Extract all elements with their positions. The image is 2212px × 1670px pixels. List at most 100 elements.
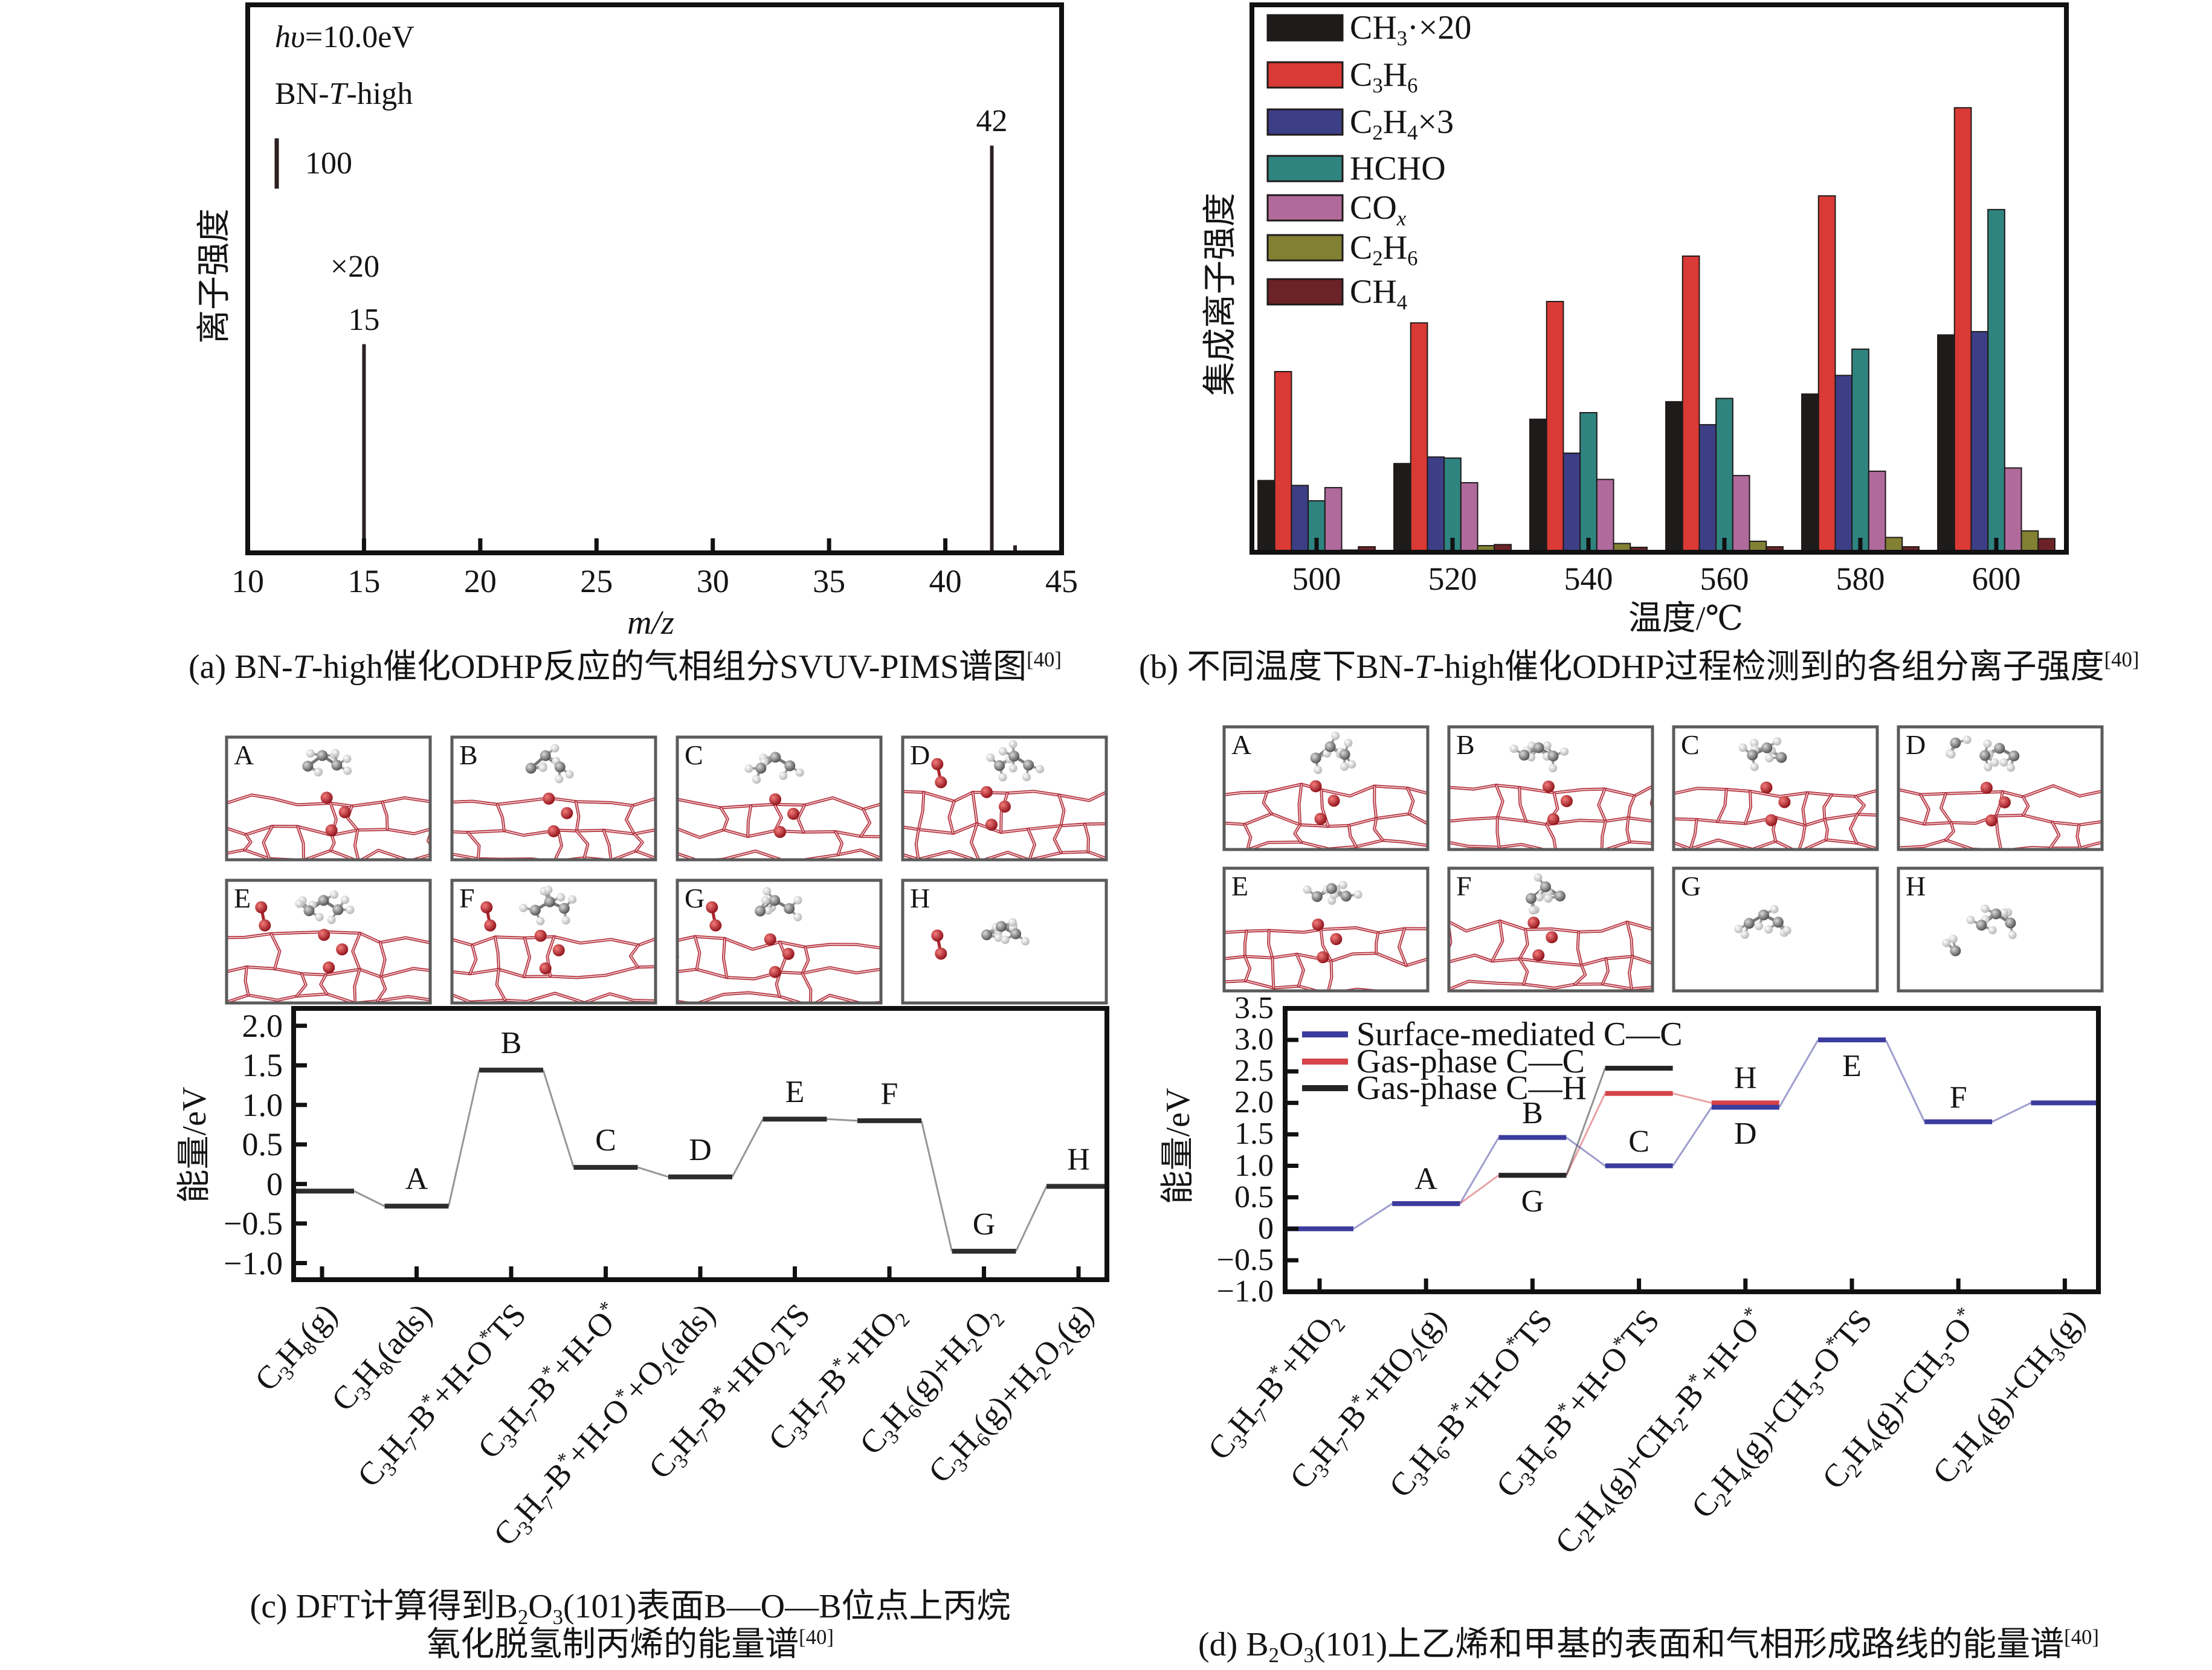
hydrogen-atom — [986, 753, 995, 762]
carbon-atom — [2008, 750, 2020, 762]
lattice-bond-highlight — [891, 825, 895, 852]
hydrogen-atom — [1535, 893, 1544, 902]
level-label-H: H — [1734, 1061, 1757, 1096]
hydrogen-atom — [1008, 918, 1017, 927]
lattice-bond-highlight — [1272, 958, 1274, 988]
lattice-bond-highlight — [1945, 822, 1955, 840]
frame-border — [1222, 725, 1430, 851]
lattice-bond — [442, 937, 450, 970]
carbon-atom — [554, 761, 566, 773]
bar-series-4-520 — [1460, 482, 1478, 553]
oxygen-atom — [985, 818, 998, 831]
panel-a-plot — [245, 2, 1064, 555]
lattice-bond — [1211, 959, 1218, 982]
lattice-bond-highlight — [376, 976, 386, 1002]
hydrogen-atom — [556, 893, 566, 902]
level-label-G: G — [1521, 1184, 1544, 1219]
structure-render — [666, 887, 891, 1003]
y-tick-label: 0 — [266, 1165, 283, 1202]
hydrogen-atom — [1339, 880, 1348, 889]
legend-label: Surface-mediated C—C — [1356, 1016, 1683, 1053]
panel-c-y-axis-label: 能量/eV — [176, 1086, 213, 1204]
bar-series-2-560 — [1698, 424, 1717, 553]
lattice-bond-highlight — [1084, 824, 1089, 852]
hydrogen-atom — [1549, 764, 1558, 773]
carbon-atom — [303, 905, 315, 917]
hydrogen-atom — [1764, 925, 1773, 934]
hydrogen-atom — [340, 895, 349, 904]
energy-connector-series-0 — [1353, 1202, 1393, 1230]
lattice-bond-highlight — [666, 972, 674, 1001]
structure-render — [931, 918, 1030, 960]
plot-frame — [1283, 1006, 2101, 1294]
structure-label: F — [1456, 871, 1472, 901]
lattice-bond — [1224, 946, 1225, 947]
bar-series-1-520 — [1410, 322, 1428, 553]
hydrogen-atom — [1984, 762, 1993, 772]
bar-series-1-580 — [1817, 195, 1836, 553]
x-tick-label: 40 — [929, 563, 962, 599]
hydrogen-atom — [544, 885, 553, 894]
hydrogen-atom — [1543, 741, 1552, 750]
carbon-atom — [525, 762, 537, 774]
structure-render — [1211, 880, 1428, 991]
lattice-bond-highlight — [1802, 792, 1808, 826]
hydrogen-atom — [329, 890, 338, 899]
lattice-bond-highlight — [1373, 818, 1384, 841]
x-tick-label: 45 — [1045, 563, 1078, 599]
carbon-atom — [1339, 749, 1350, 760]
lattice-bond-highlight — [442, 937, 450, 970]
lattice-bond — [891, 791, 895, 825]
lattice-bond-highlight — [1519, 929, 1529, 959]
hydrogen-atom — [1036, 764, 1045, 773]
bar-series-3-540 — [1579, 411, 1598, 553]
structure-background — [1674, 868, 1877, 991]
plot-frame — [291, 1006, 1109, 1282]
lattice-bond-highlight — [1054, 825, 1062, 853]
lattice-bond-highlight — [1027, 828, 1036, 860]
oxygen-atom — [1327, 795, 1340, 807]
bar-series-1-560 — [1682, 255, 1700, 553]
lattice-bond-highlight — [1495, 785, 1504, 818]
hydrogen-atom — [343, 754, 352, 763]
lattice-bond — [1108, 791, 1114, 824]
legend-swatch — [1266, 194, 1344, 222]
lattice-bond-highlight — [1268, 930, 1273, 958]
bar-series-3-580 — [1851, 348, 1869, 553]
lattice-bond-highlight — [882, 949, 891, 969]
carbon-atom — [1761, 742, 1773, 753]
lattice-bond — [1431, 826, 1439, 847]
bar-series-4-600 — [2004, 467, 2022, 553]
x-tick-label: 540 — [1564, 561, 1613, 597]
lattice-bond — [1215, 796, 1216, 822]
structure-label: D — [910, 740, 930, 770]
lattice-bond-highlight — [630, 944, 639, 968]
carbon-atom — [1990, 908, 2002, 920]
energy-connector-series-0 — [1885, 1039, 1926, 1123]
lattice-bond-highlight — [1327, 961, 1332, 991]
level-label-B: B — [500, 1026, 522, 1061]
carbon-atom — [1950, 945, 1961, 956]
lattice-bond — [891, 825, 895, 852]
x-tick-label: 580 — [1836, 561, 1885, 597]
structure-label: A — [234, 740, 254, 770]
oxygen-atom — [336, 943, 349, 956]
structure-frame-d-D — [1897, 725, 2104, 851]
energy-connector-series-1 — [1672, 1092, 1712, 1104]
oxygen-atom — [318, 929, 331, 941]
energy-connector-series-0 — [353, 1190, 385, 1207]
y-tick-label: −1.0 — [224, 1245, 283, 1282]
oxygen-atom — [1546, 931, 1558, 944]
hydrogen-atom — [1770, 904, 1779, 914]
y-tick-label: 1.5 — [242, 1047, 283, 1084]
hydrogen-atom — [793, 912, 802, 921]
structure-render — [1449, 873, 1653, 991]
hydrogen-atom — [1331, 731, 1340, 740]
frame-border — [1222, 866, 1430, 993]
level-label-D: D — [1734, 1116, 1757, 1151]
carbon-atom — [1976, 920, 1987, 931]
lattice-bond-highlight — [221, 827, 224, 854]
frame-border — [676, 735, 883, 862]
lattice-bond-highlight — [694, 936, 700, 970]
legend-swatch — [1266, 155, 1344, 182]
